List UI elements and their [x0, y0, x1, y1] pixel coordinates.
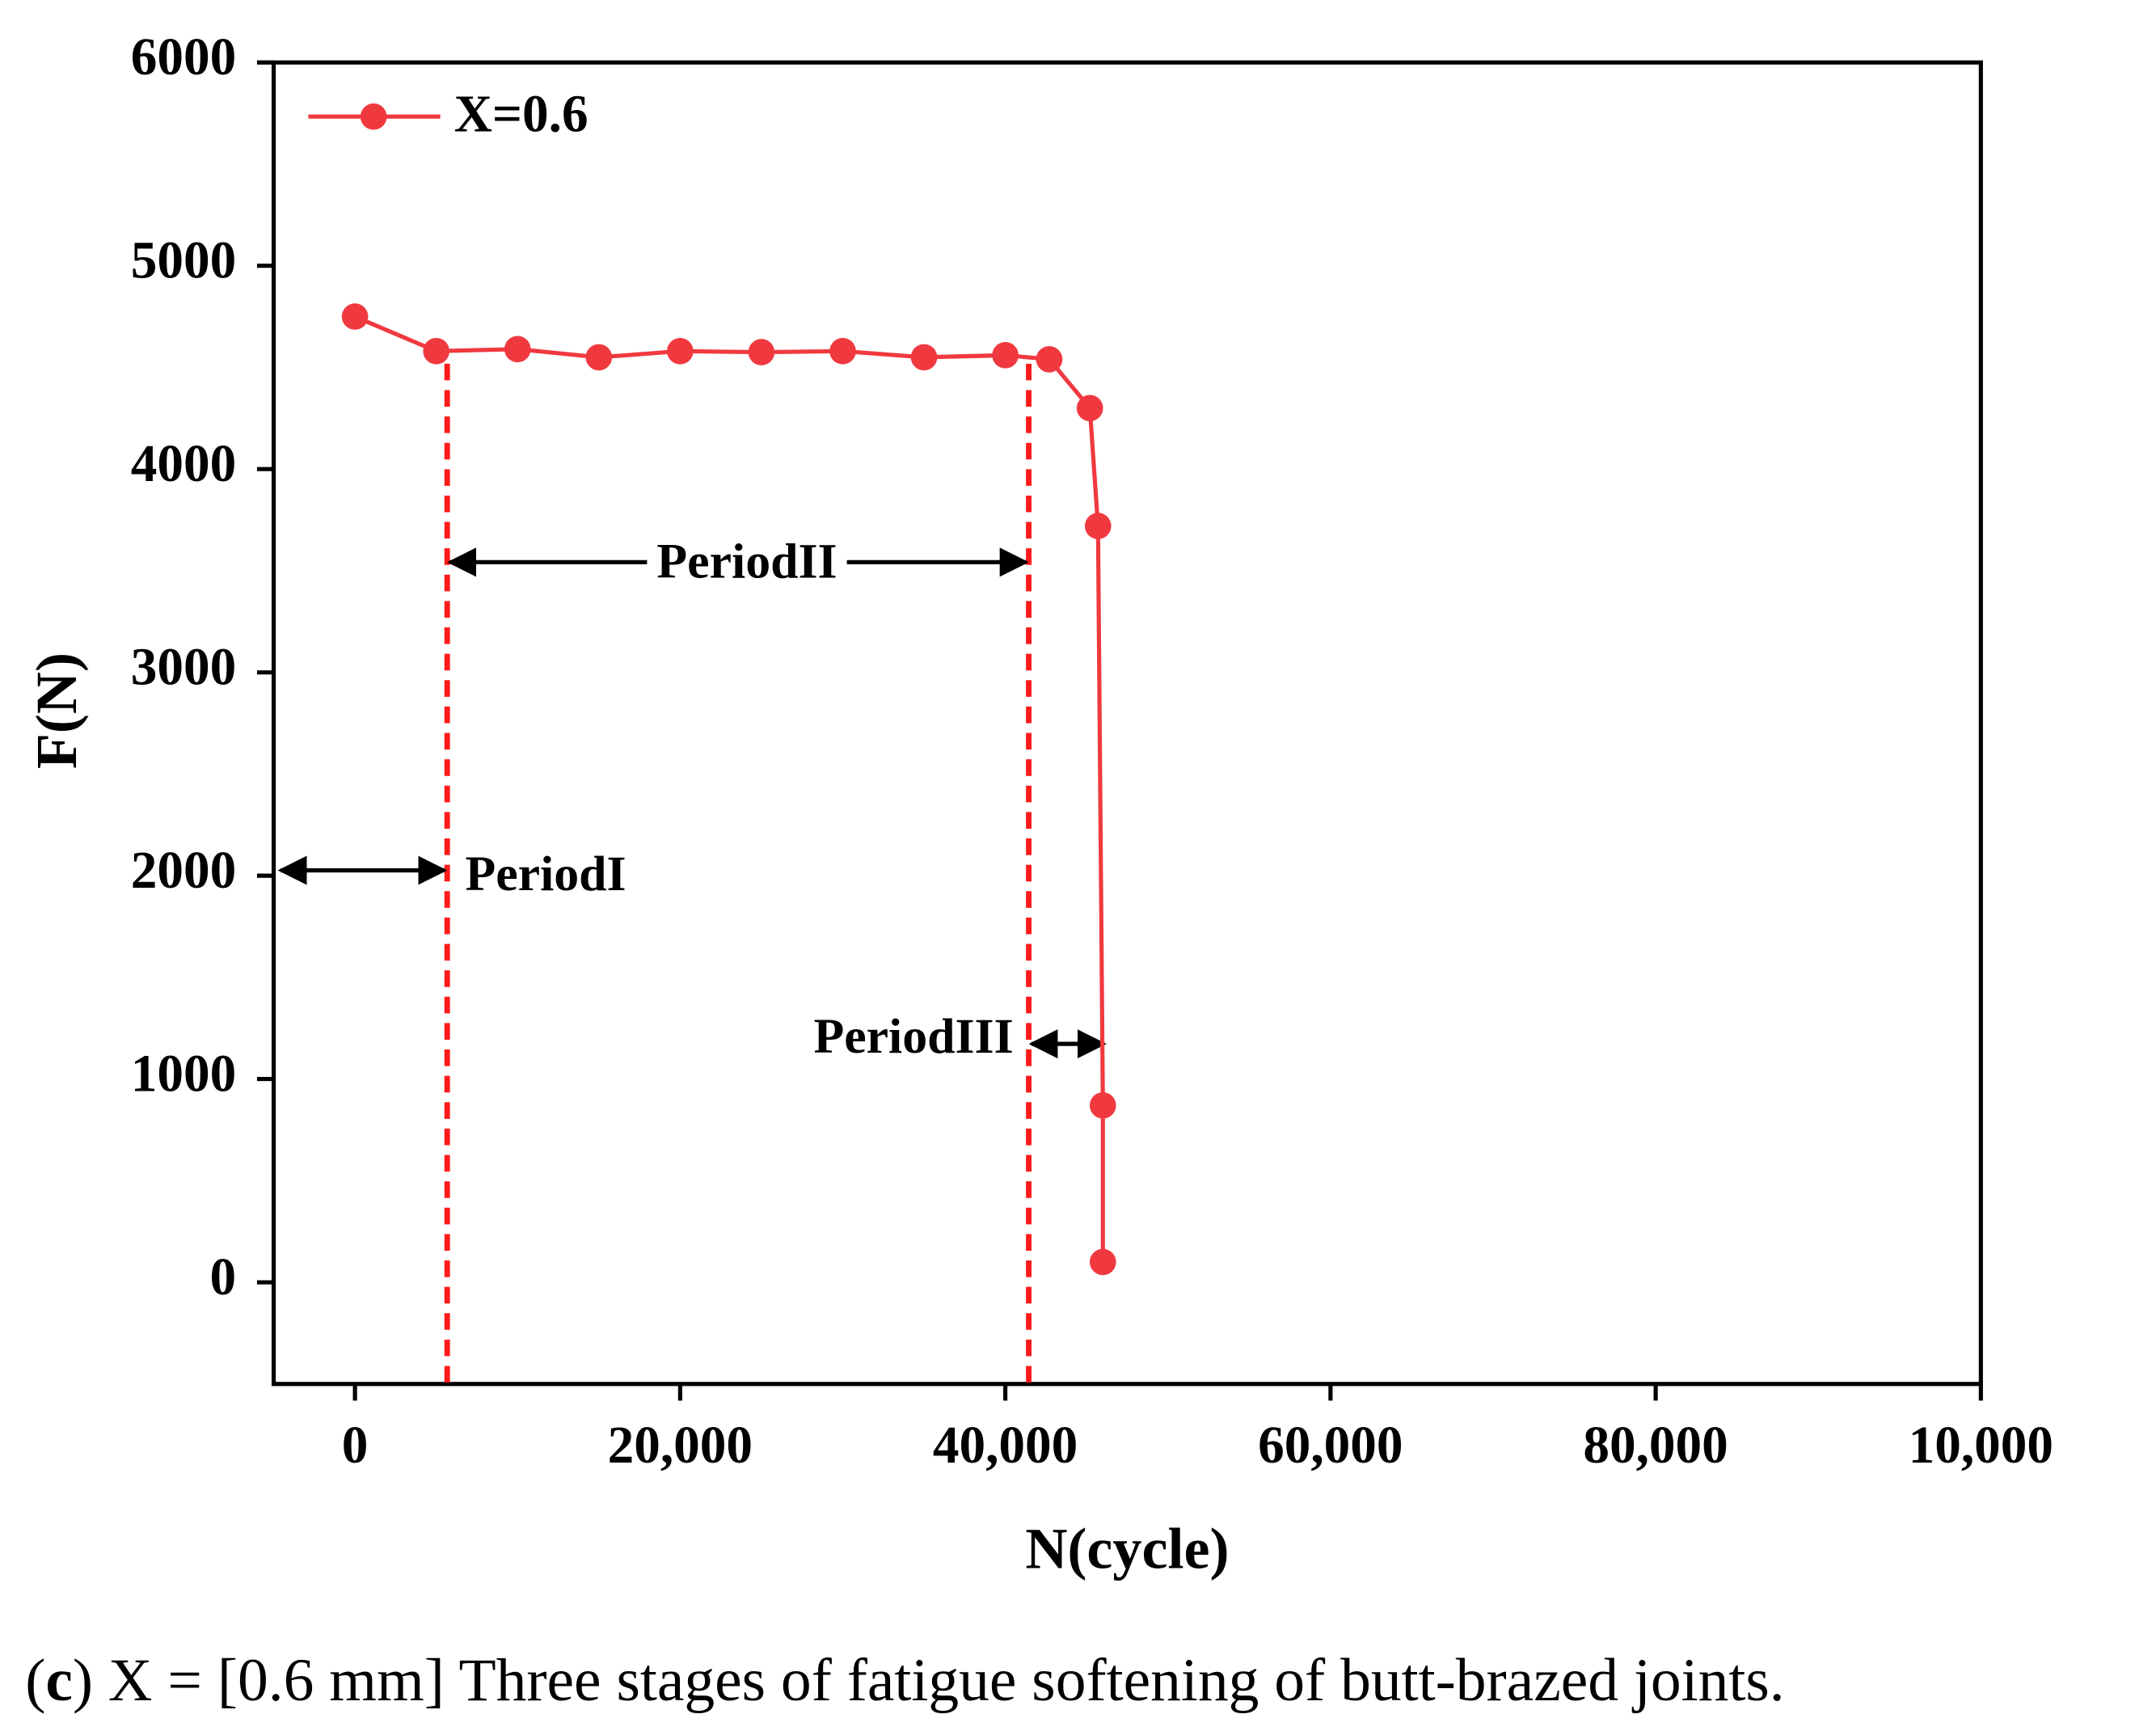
data-point — [1076, 395, 1103, 422]
y-tick-label: 2000 — [131, 842, 236, 900]
data-point — [667, 338, 694, 365]
data-point — [341, 303, 369, 330]
x-axis-label: N(cycle) — [1025, 1516, 1229, 1581]
data-point — [1089, 1248, 1116, 1276]
annotation: PeriodII — [656, 534, 837, 589]
annotation-bg — [647, 538, 847, 594]
y-tick-label: 6000 — [131, 28, 236, 87]
x-tick-label: 60,000 — [1258, 1416, 1403, 1475]
x-tick-label: 80,000 — [1583, 1416, 1728, 1475]
data-point — [423, 338, 449, 365]
data-point — [829, 338, 856, 365]
x-tick-label: 10,000 — [1909, 1416, 2053, 1475]
caption: (c) X = [0.6 mm] Three stages of fatigue… — [25, 1647, 1784, 1714]
series-line — [354, 315, 1105, 1262]
y-tick-label: 0 — [210, 1248, 237, 1307]
data-point — [1089, 1091, 1116, 1119]
legend-marker — [360, 103, 387, 130]
y-tick-label: 1000 — [131, 1045, 236, 1104]
y-tick-label: 3000 — [131, 639, 236, 697]
plot-frame — [271, 60, 1983, 1387]
y-axis-label: F(N) — [24, 652, 89, 769]
data-point — [1084, 513, 1112, 539]
y-tick-label: 4000 — [131, 435, 236, 493]
legend-label: X=0.6 — [454, 86, 589, 144]
y-tick-label: 5000 — [131, 232, 236, 290]
data-point — [504, 336, 531, 363]
x-tick-label: 40,000 — [933, 1416, 1078, 1475]
caption-label: c — [45, 1647, 73, 1714]
x-tick-label: 0 — [342, 1416, 369, 1475]
data-point — [910, 344, 938, 371]
data-point — [1036, 346, 1063, 373]
annotation: PeriodIII — [813, 1009, 1013, 1064]
data-point — [992, 342, 1019, 369]
caption-text: X = [0.6 mm] Three stages of fatigue sof… — [108, 1647, 1785, 1714]
data-point — [585, 344, 613, 371]
data-point — [748, 339, 775, 365]
x-tick-label: 20,000 — [608, 1416, 753, 1475]
annotation: PeriodI — [465, 847, 626, 901]
